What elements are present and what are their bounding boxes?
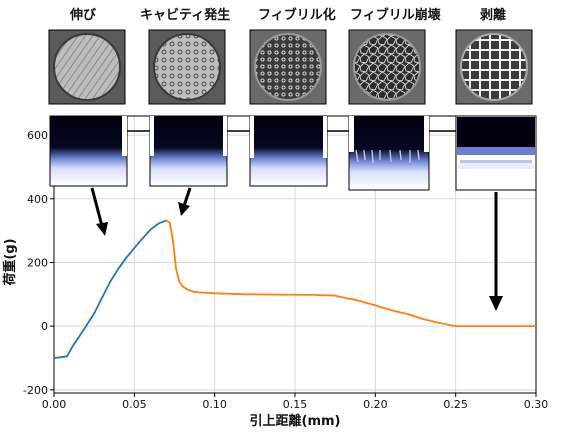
x-tick-label: 0.05 bbox=[122, 398, 147, 411]
y-tick-label: 0 bbox=[41, 320, 48, 333]
x-tick-label: 0.00 bbox=[42, 398, 67, 411]
fibril-collapse-top-view-photo bbox=[348, 29, 426, 105]
x-tick-label: 0.10 bbox=[202, 398, 227, 411]
y-tick-label: 400 bbox=[27, 193, 48, 206]
cavitation-arrow bbox=[178, 187, 192, 216]
fibrillation-top-view-photo bbox=[249, 29, 327, 105]
y-axis-label: 荷重(g) bbox=[2, 238, 18, 286]
x-tick-label: 0.20 bbox=[363, 398, 388, 411]
stretch-arrow bbox=[90, 187, 108, 236]
stage-label-fibril-collapse: フィブリル崩壊 bbox=[350, 8, 441, 23]
stretch-top-view-photo bbox=[48, 29, 126, 105]
x-tick-label: 0.30 bbox=[524, 398, 549, 411]
peel-top-view-photo bbox=[455, 29, 533, 105]
x-axis-label: 引上距離(mm) bbox=[250, 413, 341, 429]
cavitation-side-view-photo bbox=[149, 115, 228, 187]
series-line-1 bbox=[165, 219, 536, 327]
stage-label-cavitation: キャビティ発生 bbox=[140, 8, 231, 23]
series-line-0 bbox=[53, 219, 167, 359]
stage-label-stretch: 伸び bbox=[70, 8, 97, 23]
fibril-collapse-side-view-photo bbox=[348, 115, 430, 191]
fibrillation-side-view-photo bbox=[249, 115, 328, 187]
peel-arrow bbox=[489, 192, 503, 311]
x-tick-label: 0.15 bbox=[283, 398, 308, 411]
y-tick-label: 600 bbox=[27, 129, 48, 142]
peel-side-view-photo bbox=[455, 115, 537, 191]
x-tick-label: 0.25 bbox=[443, 398, 468, 411]
y-tick-label: 200 bbox=[27, 256, 48, 269]
side-photo-row bbox=[49, 115, 537, 191]
y-tick-label: -200 bbox=[23, 384, 48, 397]
axes-layer: 0.00 0.05 0.10 0.15 0.20 0.25 0.30 -200 0 200 400 6… bbox=[23, 115, 549, 411]
stage-label-peel: 剥離 bbox=[480, 8, 507, 23]
stage-label-fibrillation: フィブリル化 bbox=[258, 8, 336, 23]
top-photo-row bbox=[48, 29, 533, 105]
series-layer bbox=[53, 219, 536, 359]
stage-arrows bbox=[90, 187, 503, 311]
stretch-side-view-photo bbox=[49, 115, 128, 187]
cavitation-top-view-photo bbox=[148, 29, 226, 105]
